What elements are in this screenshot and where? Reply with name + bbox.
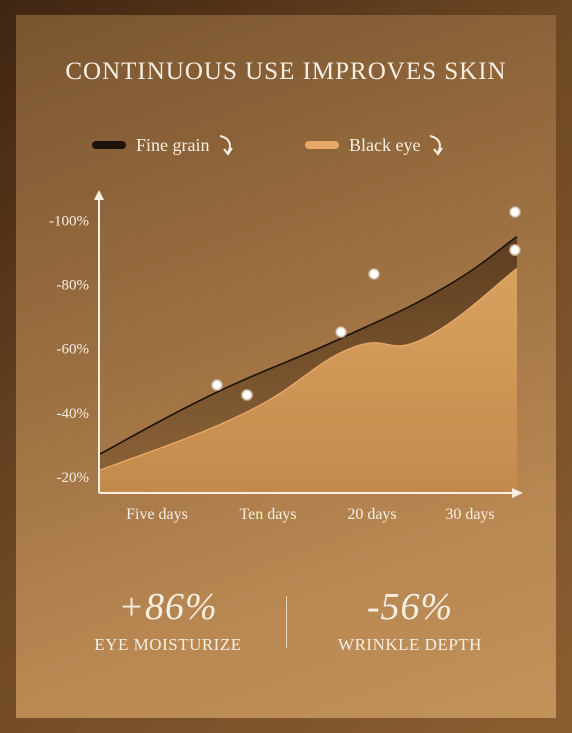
y-tick-label: -40% [57,406,90,422]
data-point-black-eye [509,244,521,256]
y-tick-label: -100% [49,213,89,229]
curved-arrow-icon [430,135,444,156]
stat-value: +86% [118,586,218,628]
legend-swatch-black-eye [305,141,339,149]
x-tick-label: Five days [126,506,188,523]
data-point-black-eye [335,326,347,338]
y-tick-label: -60% [57,342,90,358]
legend: Fine grain Black eye [0,130,572,160]
stat-divider [286,596,287,648]
data-point-fine-grain [509,206,521,218]
legend-label-black-eye: Black eye [349,134,421,155]
legend-label-fine-grain: Fine grain [136,134,210,155]
stat-eye-moisturize: +86% EYE MOISTURIZE [48,585,288,655]
area-black-eye [99,268,517,493]
stat-label: WRINKLE DEPTH [338,635,482,654]
x-tick-label: Ten days [239,506,296,523]
legend-item-fine-grain: Fine grain [92,130,238,160]
y-tick-label: -20% [57,470,90,486]
y-tick-label: -80% [57,278,90,294]
legend-item-black-eye: Black eye [305,130,448,160]
data-point-fine-grain [368,268,380,280]
x-tick-label: 30 days [445,506,494,523]
x-tick-label: 20 days [347,506,396,523]
data-point-black-eye [241,389,253,401]
series-line-black-eye [98,267,518,472]
y-axis-arrow-icon [94,190,104,200]
stat-wrinkle-depth: -56% WRINKLE DEPTH [290,585,530,655]
series-line-fine-grain [98,235,518,456]
data-point-fine-grain [211,379,223,391]
curved-arrow-icon [219,135,233,156]
stat-label: EYE MOISTURIZE [94,635,242,654]
x-axis-arrow-icon [512,488,523,498]
legend-swatch-fine-grain [92,141,126,149]
chart-title: CONTINUOUS USE IMPROVES SKIN [65,58,507,85]
stat-value: -56% [366,586,454,628]
